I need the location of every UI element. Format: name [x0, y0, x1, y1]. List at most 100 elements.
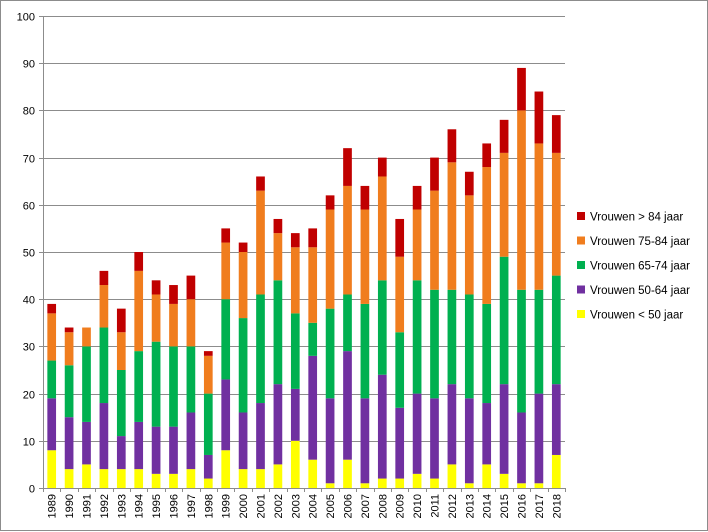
- x-tick-label: 2012: [447, 494, 459, 518]
- bar-segment: [325, 398, 335, 484]
- bar-segment: [238, 252, 248, 319]
- bar-segment: [430, 478, 439, 488]
- bar-segment: [169, 303, 178, 347]
- bar-segment: [412, 209, 422, 281]
- bar-segment: [551, 115, 561, 153]
- x-tick-label: 1993: [116, 494, 128, 518]
- y-tick-label: 20: [23, 390, 35, 402]
- bar-segment: [238, 318, 248, 413]
- bar-segment: [534, 289, 544, 394]
- y-axis-ticks: 0 10 20 30 40 50 60 70 80 90 100: [17, 12, 43, 496]
- bar-segment: [134, 351, 144, 422]
- bar-segment: [325, 195, 335, 210]
- bar-segment: [221, 299, 231, 380]
- bar-segment: [99, 270, 109, 286]
- x-tick-label: 1996: [169, 494, 181, 518]
- bar-segment: [238, 242, 248, 252]
- bar-segment: [82, 346, 91, 422]
- bar-segment: [499, 119, 509, 153]
- bar-segment: [534, 143, 544, 290]
- bar-segment: [151, 280, 161, 295]
- bar-segment: [256, 469, 265, 488]
- x-tick-label: 2015: [499, 494, 511, 518]
- bar-segment: [325, 483, 335, 488]
- bar-segment: [273, 233, 283, 281]
- bar-segment: [82, 327, 91, 347]
- bar-segment: [360, 209, 370, 304]
- bar-segment: [238, 469, 248, 488]
- bar-segment: [186, 469, 196, 488]
- x-tick-label: 2006: [343, 494, 355, 518]
- bar-segment: [82, 464, 91, 488]
- bar-segment: [151, 294, 161, 342]
- bar-segment: [151, 341, 161, 427]
- bar-segment: [447, 289, 457, 385]
- bar-segment: [186, 412, 196, 470]
- bar-segment: [377, 374, 387, 479]
- bar-segment: [221, 242, 231, 300]
- x-tick-label: 2002: [273, 494, 285, 518]
- bar-segment: [464, 294, 474, 399]
- bar-segment: [447, 162, 457, 290]
- bar-segment: [499, 152, 509, 257]
- bar-segment: [395, 407, 405, 479]
- bar-segment: [203, 454, 213, 479]
- bar-segment: [256, 176, 265, 191]
- bar-segment: [534, 483, 544, 488]
- bar-segment: [395, 256, 405, 333]
- x-axis-ticks: 1989 1990 1991 1992 1993 1994 1995 1996 1997 1998…: [43, 488, 566, 518]
- bar-segment: [134, 421, 144, 470]
- bar-segment: [343, 459, 352, 488]
- bar-segment: [99, 403, 109, 470]
- bar-segment: [273, 384, 283, 465]
- x-tick-label: 2008: [377, 494, 389, 518]
- x-tick-label: 2000: [238, 494, 250, 518]
- x-tick-label: 2005: [325, 494, 337, 518]
- x-tick-label: 1991: [82, 494, 94, 518]
- bar-segment: [395, 218, 405, 257]
- bar-segment: [412, 280, 422, 394]
- bar-segment: [377, 478, 387, 488]
- x-tick-label: 2018: [551, 494, 563, 518]
- bar-segment: [499, 384, 509, 474]
- x-tick-label: 1990: [64, 494, 76, 518]
- bar-segment: [186, 299, 196, 347]
- bar-segment: [186, 346, 196, 413]
- bar-segment: [256, 403, 265, 470]
- bar-segment: [290, 388, 300, 441]
- bar-segment: [534, 393, 544, 484]
- bar-segment: [395, 478, 405, 488]
- x-tick-label: 1994: [134, 494, 146, 518]
- bar-segment: [308, 459, 318, 488]
- bar-segment: [377, 176, 387, 281]
- bar-segment: [343, 148, 352, 186]
- bar-segment: [169, 346, 178, 427]
- y-tick-label: 10: [23, 437, 35, 449]
- legend-swatch: [577, 236, 585, 245]
- bar-segment: [499, 473, 509, 488]
- x-tick-label: 2013: [464, 494, 476, 518]
- legend-label: Vrouwen < 50 jaar: [590, 310, 683, 322]
- x-tick-label: 1999: [221, 494, 233, 518]
- x-tick-label: 2004: [308, 494, 320, 518]
- bar-segment: [517, 110, 526, 290]
- y-tick-label: 30: [23, 342, 35, 354]
- x-tick-label: 2007: [360, 494, 372, 518]
- x-tick-label: 2009: [395, 494, 407, 518]
- bar-segment: [395, 332, 405, 408]
- bar-segment: [412, 185, 422, 210]
- y-tick-label: 40: [23, 295, 35, 307]
- bar-segment: [47, 398, 57, 451]
- legend-swatch: [577, 261, 585, 269]
- bar-segment: [551, 384, 561, 455]
- legend-label: Vrouwen 65-74 jaar: [590, 261, 690, 273]
- y-tick-label: 100: [17, 12, 35, 24]
- bar-segment: [290, 247, 300, 314]
- legend-swatch: [577, 212, 585, 220]
- bar-segment: [151, 426, 161, 474]
- y-tick-label: 80: [23, 106, 35, 118]
- bar-segment: [325, 308, 335, 399]
- bar-segment: [47, 303, 57, 314]
- y-tick-label: 90: [23, 59, 35, 71]
- bar-segment: [377, 157, 387, 177]
